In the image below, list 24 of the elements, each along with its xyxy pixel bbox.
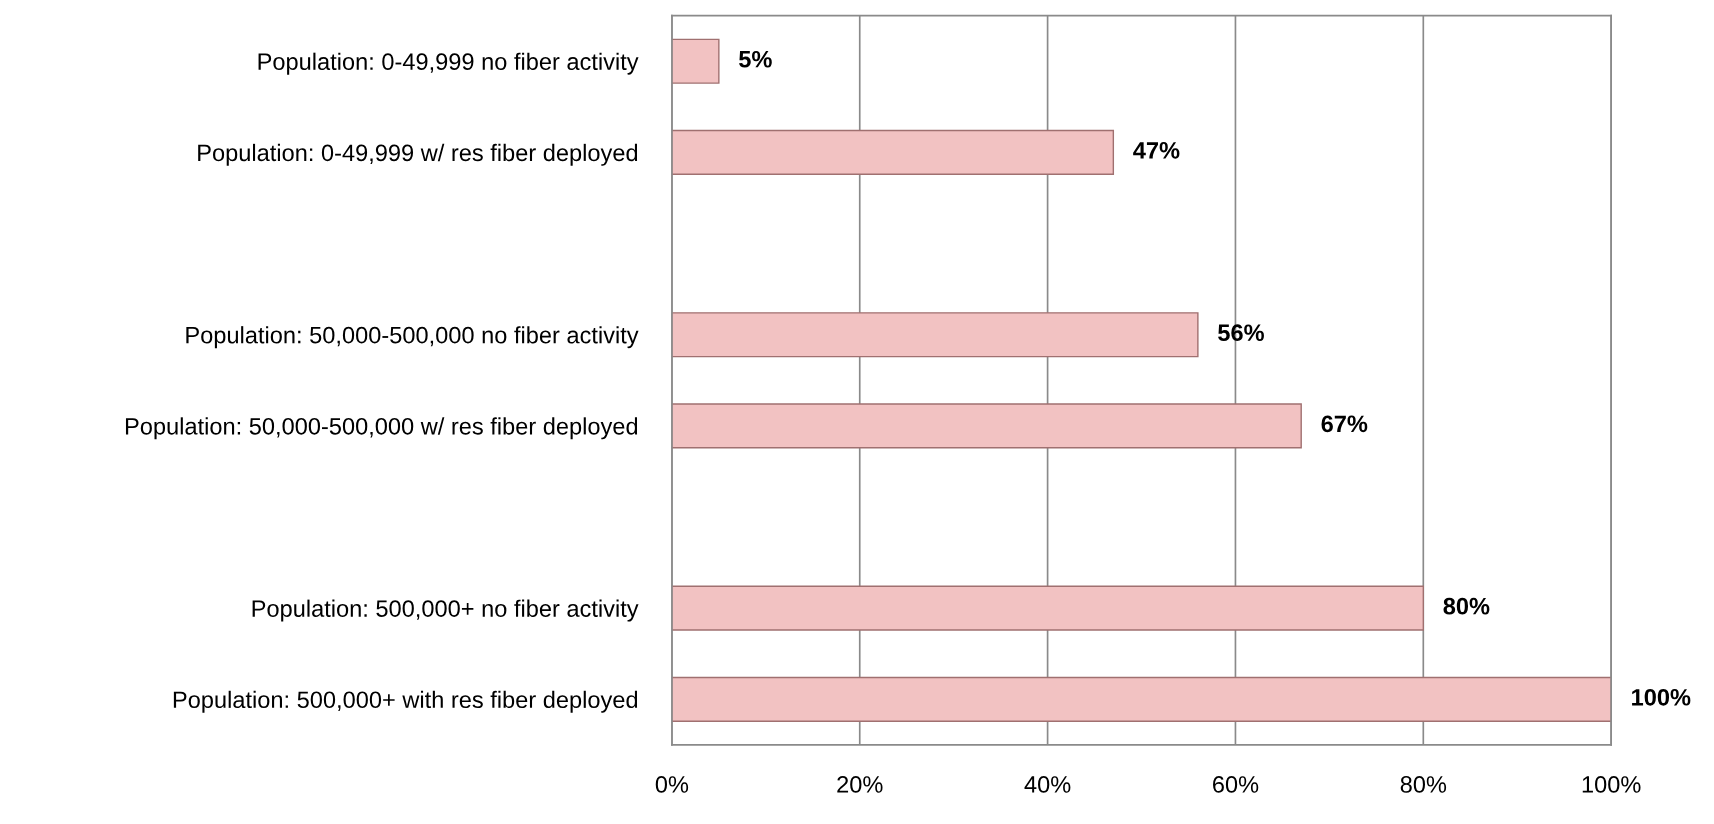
x-tick-label: 80% [1400,776,1447,793]
x-tick-label: 40% [1024,776,1071,793]
y-tick-label: Population: 500,000+ with res fiber deployed [173,690,638,713]
data-label: 80% [1443,597,1490,615]
x-tick-label: 0% [655,776,689,793]
data-label: 47% [1133,142,1180,159]
x-tick-label: 100% [1582,776,1641,793]
y-tick-label: Population: 0-49,999 no fiber activity [258,52,639,75]
bar [671,676,1612,722]
data-label: 56% [1218,324,1264,342]
y-tick-label: Population: 500,000+ no fiber activity [252,599,639,622]
data-label: 5% [739,50,772,68]
bar [671,585,1425,631]
bar [671,129,1115,175]
bar [671,38,720,84]
y-tick-label: Population: 50,000-500,000 w/ res fiber deployed [125,417,638,440]
x-tick-label: 60% [1213,776,1259,793]
y-tick-label: Population: 50,000-500,000 no fiber activity [186,326,639,349]
data-label: 67% [1321,415,1368,433]
bar [671,312,1199,358]
y-tick-label: Population: 0-49,999 w/ res fiber deployed [198,143,638,166]
bar [671,403,1302,449]
data-label: 100% [1632,688,1691,706]
x-tick-label: 20% [837,776,883,793]
